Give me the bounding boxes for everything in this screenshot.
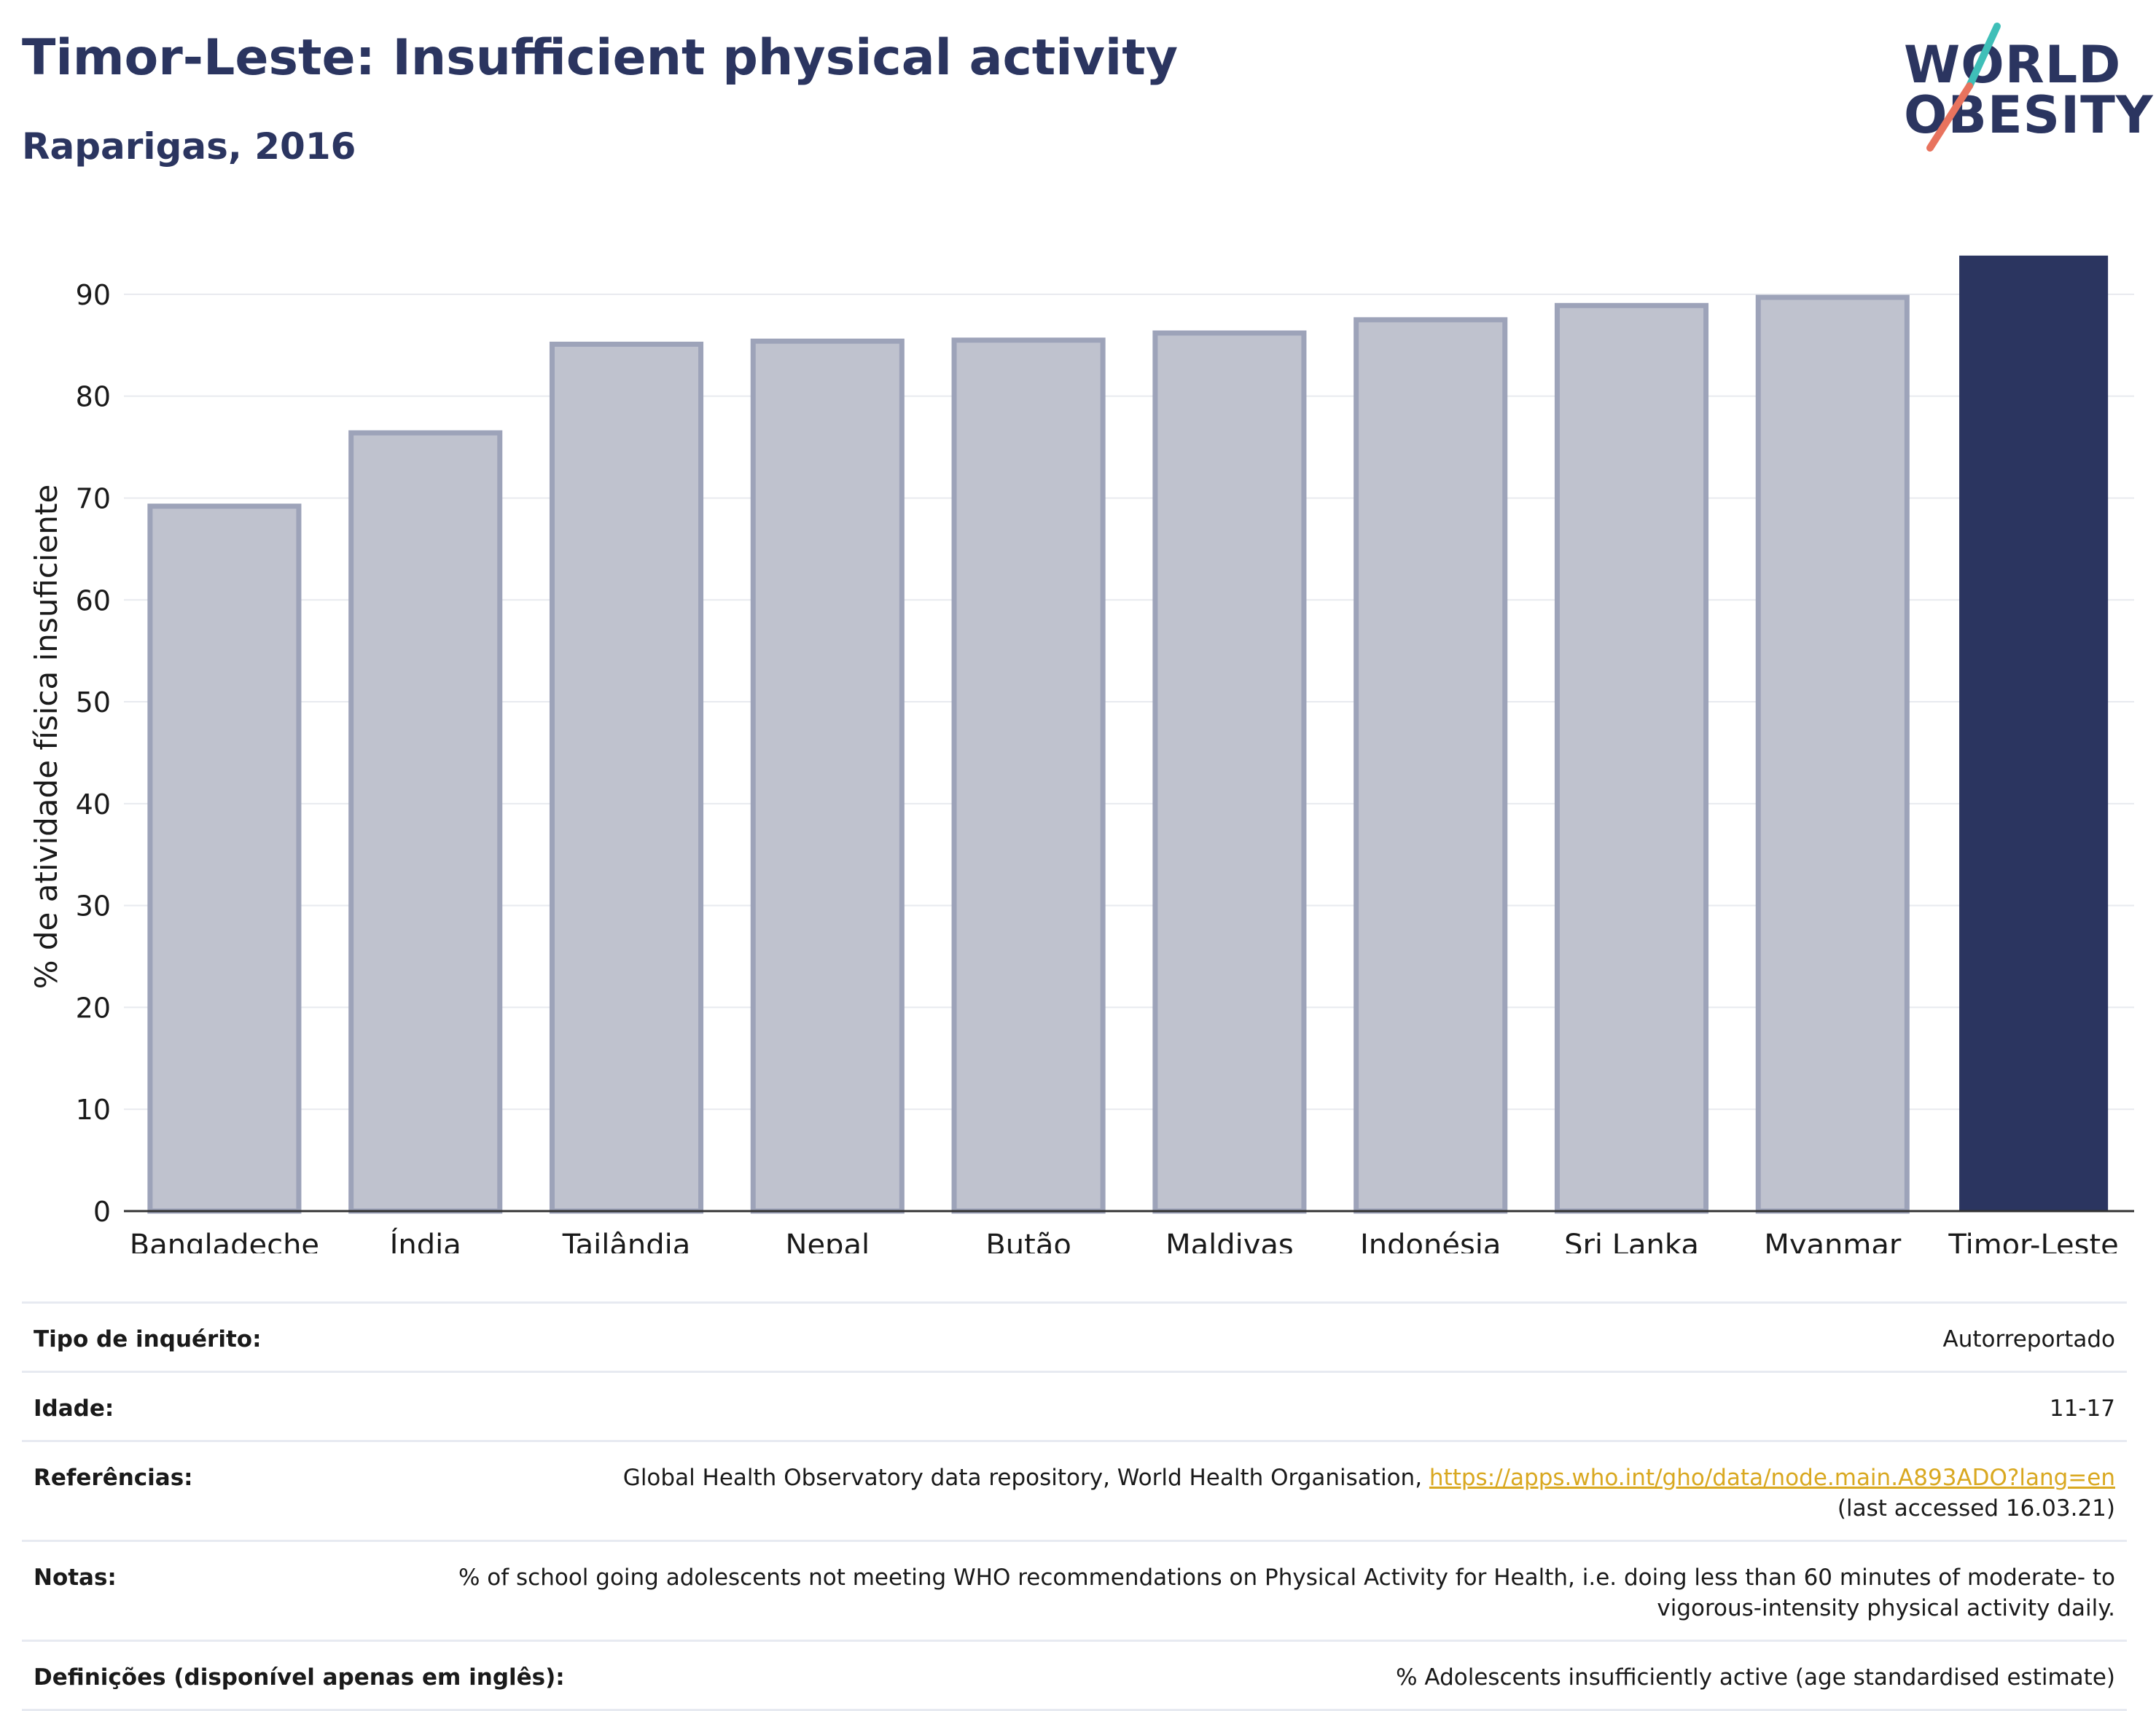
bar [1354,317,1508,1214]
y-tick-label: 60 [76,584,111,616]
info-value: 11-17 [2049,1395,2115,1422]
x-tick-label: Timor-Leste [1948,1229,2118,1253]
bar [147,504,302,1214]
bar [951,337,1106,1214]
y-tick-label: 0 [93,1196,111,1228]
info-label: Idade: [34,1395,114,1422]
x-tick-label: Indonésia [1360,1229,1501,1253]
y-tick-label: 10 [76,1094,111,1126]
info-label: Referências: [34,1465,193,1491]
y-axis-label: % de atividade física insuficiente [28,485,64,990]
chart-subtitle: Raparigas, 2016 [22,125,356,168]
x-tick-label: Bangladeche [130,1229,319,1253]
info-label: Definições (disponível apenas em inglês)… [34,1664,565,1691]
x-tick-label: Tailândia [562,1229,690,1253]
y-tick-label: 70 [76,482,111,514]
info-row-survey-type: Tipo de inquérito: Autorreportado [22,1301,2127,1371]
world-obesity-logo: WORLD OBESITY [1888,20,2153,159]
info-row-references: Referências: Global Health Observatory d… [22,1440,2127,1540]
info-value: % of school going adolescents not meetin… [458,1565,2115,1621]
bar [750,338,905,1214]
y-tick-label: 20 [76,992,111,1024]
x-tick-label: Butão [985,1229,1071,1253]
info-row-definitions: Definições (disponível apenas em inglês)… [22,1640,2127,1711]
y-tick-label: 50 [76,686,111,719]
info-value: Global Health Observatory data repositor… [623,1463,2115,1524]
x-tick-label: Índia [390,1227,461,1253]
bar-chart: 0 10 20 30 40 50 60 70 80 90 % de atividade física… [28,255,2134,1253]
info-table: Tipo de inquérito: Autorreportado Idade:… [22,1301,2127,1711]
y-tick-label: 80 [76,381,111,413]
info-value: % Adolescents insufficiently active (age… [1396,1664,2115,1691]
bar [348,430,503,1214]
logo-text-world: WORLD [1904,35,2122,95]
x-tick-label: Nepal [786,1229,870,1253]
y-tick-label: 40 [76,788,111,821]
bar [1755,294,1910,1214]
bar [1959,255,2109,1211]
x-tick-label: Maldivas [1165,1229,1294,1253]
reference-accessed: (last accessed 16.03.21) [1837,1495,2115,1522]
bar [1554,302,1709,1214]
info-label: Tipo de inquérito: [34,1326,262,1352]
logo-text-obesity: OBESITY [1904,85,2154,145]
bar [549,341,704,1214]
info-label: Notas: [34,1565,117,1591]
reference-text: Global Health Observatory data repositor… [622,1465,1429,1491]
info-row-notes: Notas: % of school going adolescents not… [22,1540,2127,1640]
x-tick-label: Sri Lanka [1564,1229,1699,1253]
logo-slash-icon [1926,23,2001,152]
info-row-age: Idade: 11-17 [22,1371,2127,1440]
info-value: Autorreportado [1942,1326,2116,1352]
x-tick-label: Myanmar [1764,1229,1902,1253]
y-tick-label: 30 [76,890,111,923]
y-tick-label: 90 [76,279,111,311]
reference-link[interactable]: https://apps.who.int/gho/data/node.main.… [1429,1465,2115,1491]
chart-title: Timor-Leste: Insufficient physical activ… [22,29,1179,87]
bar [1152,330,1307,1214]
